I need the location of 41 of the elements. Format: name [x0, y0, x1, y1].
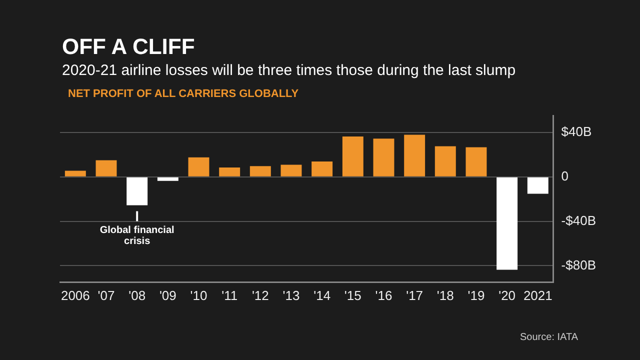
y-axis-title: NET PROFIT OF ALL CARRIERS GLOBALLY	[68, 88, 299, 100]
source-note: Source: IATA	[520, 332, 578, 343]
x-tick-label: '13	[282, 288, 300, 303]
bar	[466, 147, 487, 176]
x-tick-label: '09	[159, 288, 176, 303]
bar	[342, 136, 364, 176]
x-tick-label: '14	[314, 288, 331, 303]
chart-subtitle: 2020-21 airline losses will be three times those during the last slump	[62, 62, 516, 79]
y-tick-label: -$80B	[561, 257, 596, 272]
x-tick-label: '17	[406, 288, 424, 303]
bar	[250, 166, 271, 176]
bar	[496, 177, 518, 270]
bar	[312, 161, 333, 176]
x-tick-label: '11	[222, 288, 238, 303]
x-tick-label: '20	[498, 288, 516, 303]
bar	[219, 167, 240, 176]
bar	[373, 138, 394, 176]
y-tick-label: 0	[561, 168, 569, 184]
x-tick-label: 2006	[60, 288, 90, 303]
x-tick-label: '12	[252, 288, 269, 303]
bar	[188, 157, 210, 176]
x-tick-label: '16	[375, 288, 392, 303]
bar	[96, 160, 117, 176]
annotation: Global financial crisis	[100, 224, 175, 247]
bar	[404, 134, 426, 176]
x-tick-label: '08	[128, 288, 146, 303]
x-tick-label: '18	[436, 288, 454, 303]
bar	[64, 170, 86, 176]
bar	[280, 164, 302, 176]
bar	[126, 177, 148, 206]
x-tick-label: 2021	[523, 288, 552, 303]
x-tick-label: '07	[98, 288, 115, 303]
x-tick-label: '19	[468, 288, 485, 303]
bar	[157, 177, 178, 181]
y-tick-label: $40B	[561, 124, 592, 140]
y-tick-label: -$40B	[561, 212, 596, 228]
chart-title: OFF A CLIFF	[62, 34, 195, 60]
x-tick-label: '10	[190, 288, 208, 303]
bar	[527, 177, 548, 194]
bar	[434, 146, 456, 176]
x-tick-label: '15	[344, 288, 362, 303]
